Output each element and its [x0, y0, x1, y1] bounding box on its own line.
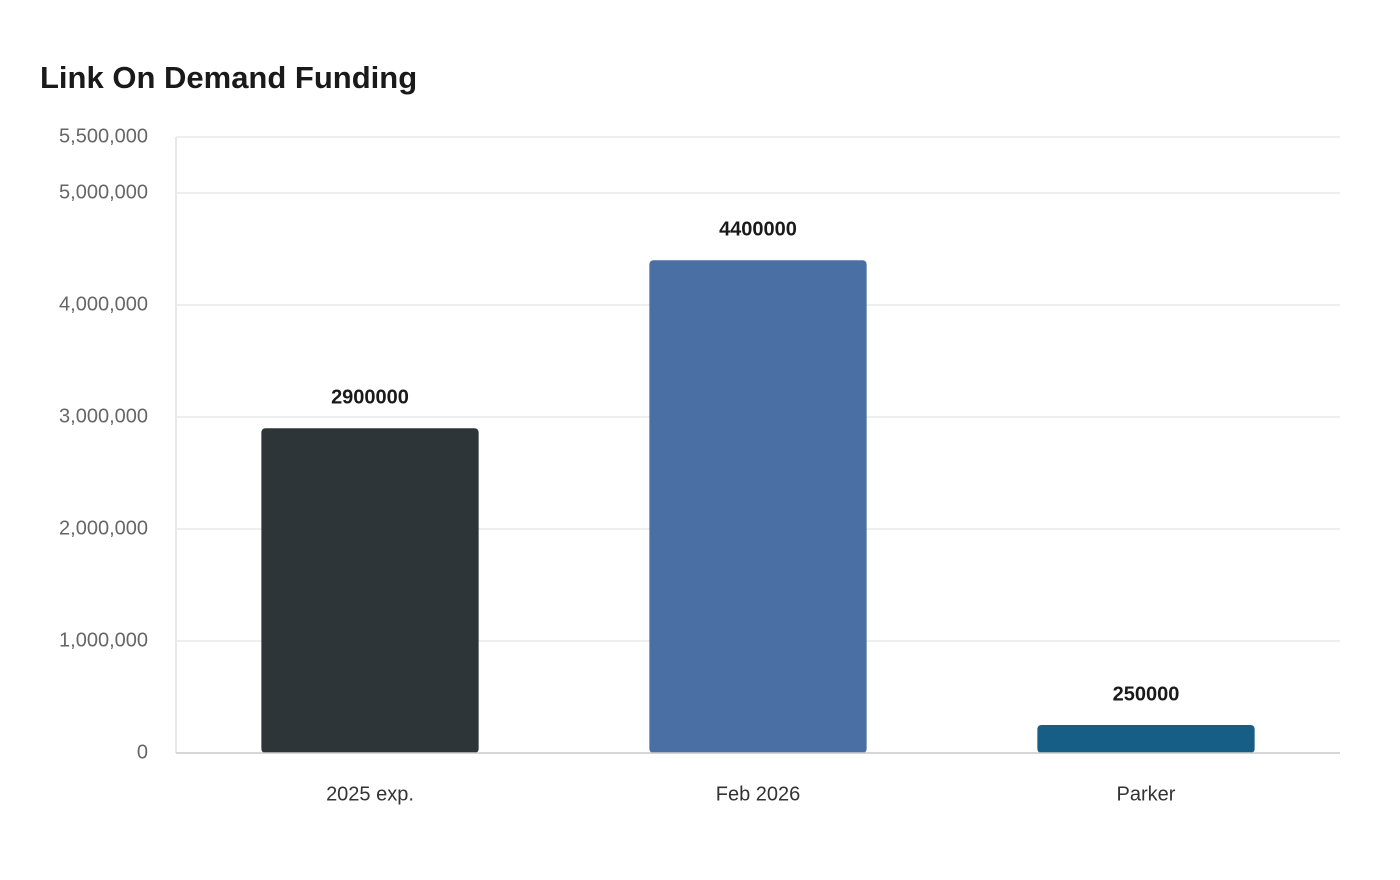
x-tick-label: Feb 2026 — [716, 783, 801, 805]
y-tick-label: 3,000,000 — [59, 405, 148, 427]
bar — [1037, 725, 1255, 753]
bar — [261, 428, 479, 753]
x-tick-label: 2025 exp. — [326, 783, 414, 805]
y-tick-label: 1,000,000 — [59, 629, 148, 651]
y-tick-label: 4,000,000 — [59, 293, 148, 315]
x-tick-label: Parker — [1117, 783, 1176, 805]
y-tick-label: 5,000,000 — [59, 181, 148, 203]
value-label: 2900000 — [331, 386, 409, 408]
value-label: 4400000 — [719, 218, 797, 240]
chart-title: Link On Demand Funding — [40, 60, 417, 95]
value-label: 250000 — [1113, 683, 1180, 705]
y-tick-label: 2,000,000 — [59, 517, 148, 539]
y-tick-label: 0 — [137, 741, 148, 763]
bar — [649, 260, 867, 753]
y-tick-label: 5,500,000 — [59, 125, 148, 147]
